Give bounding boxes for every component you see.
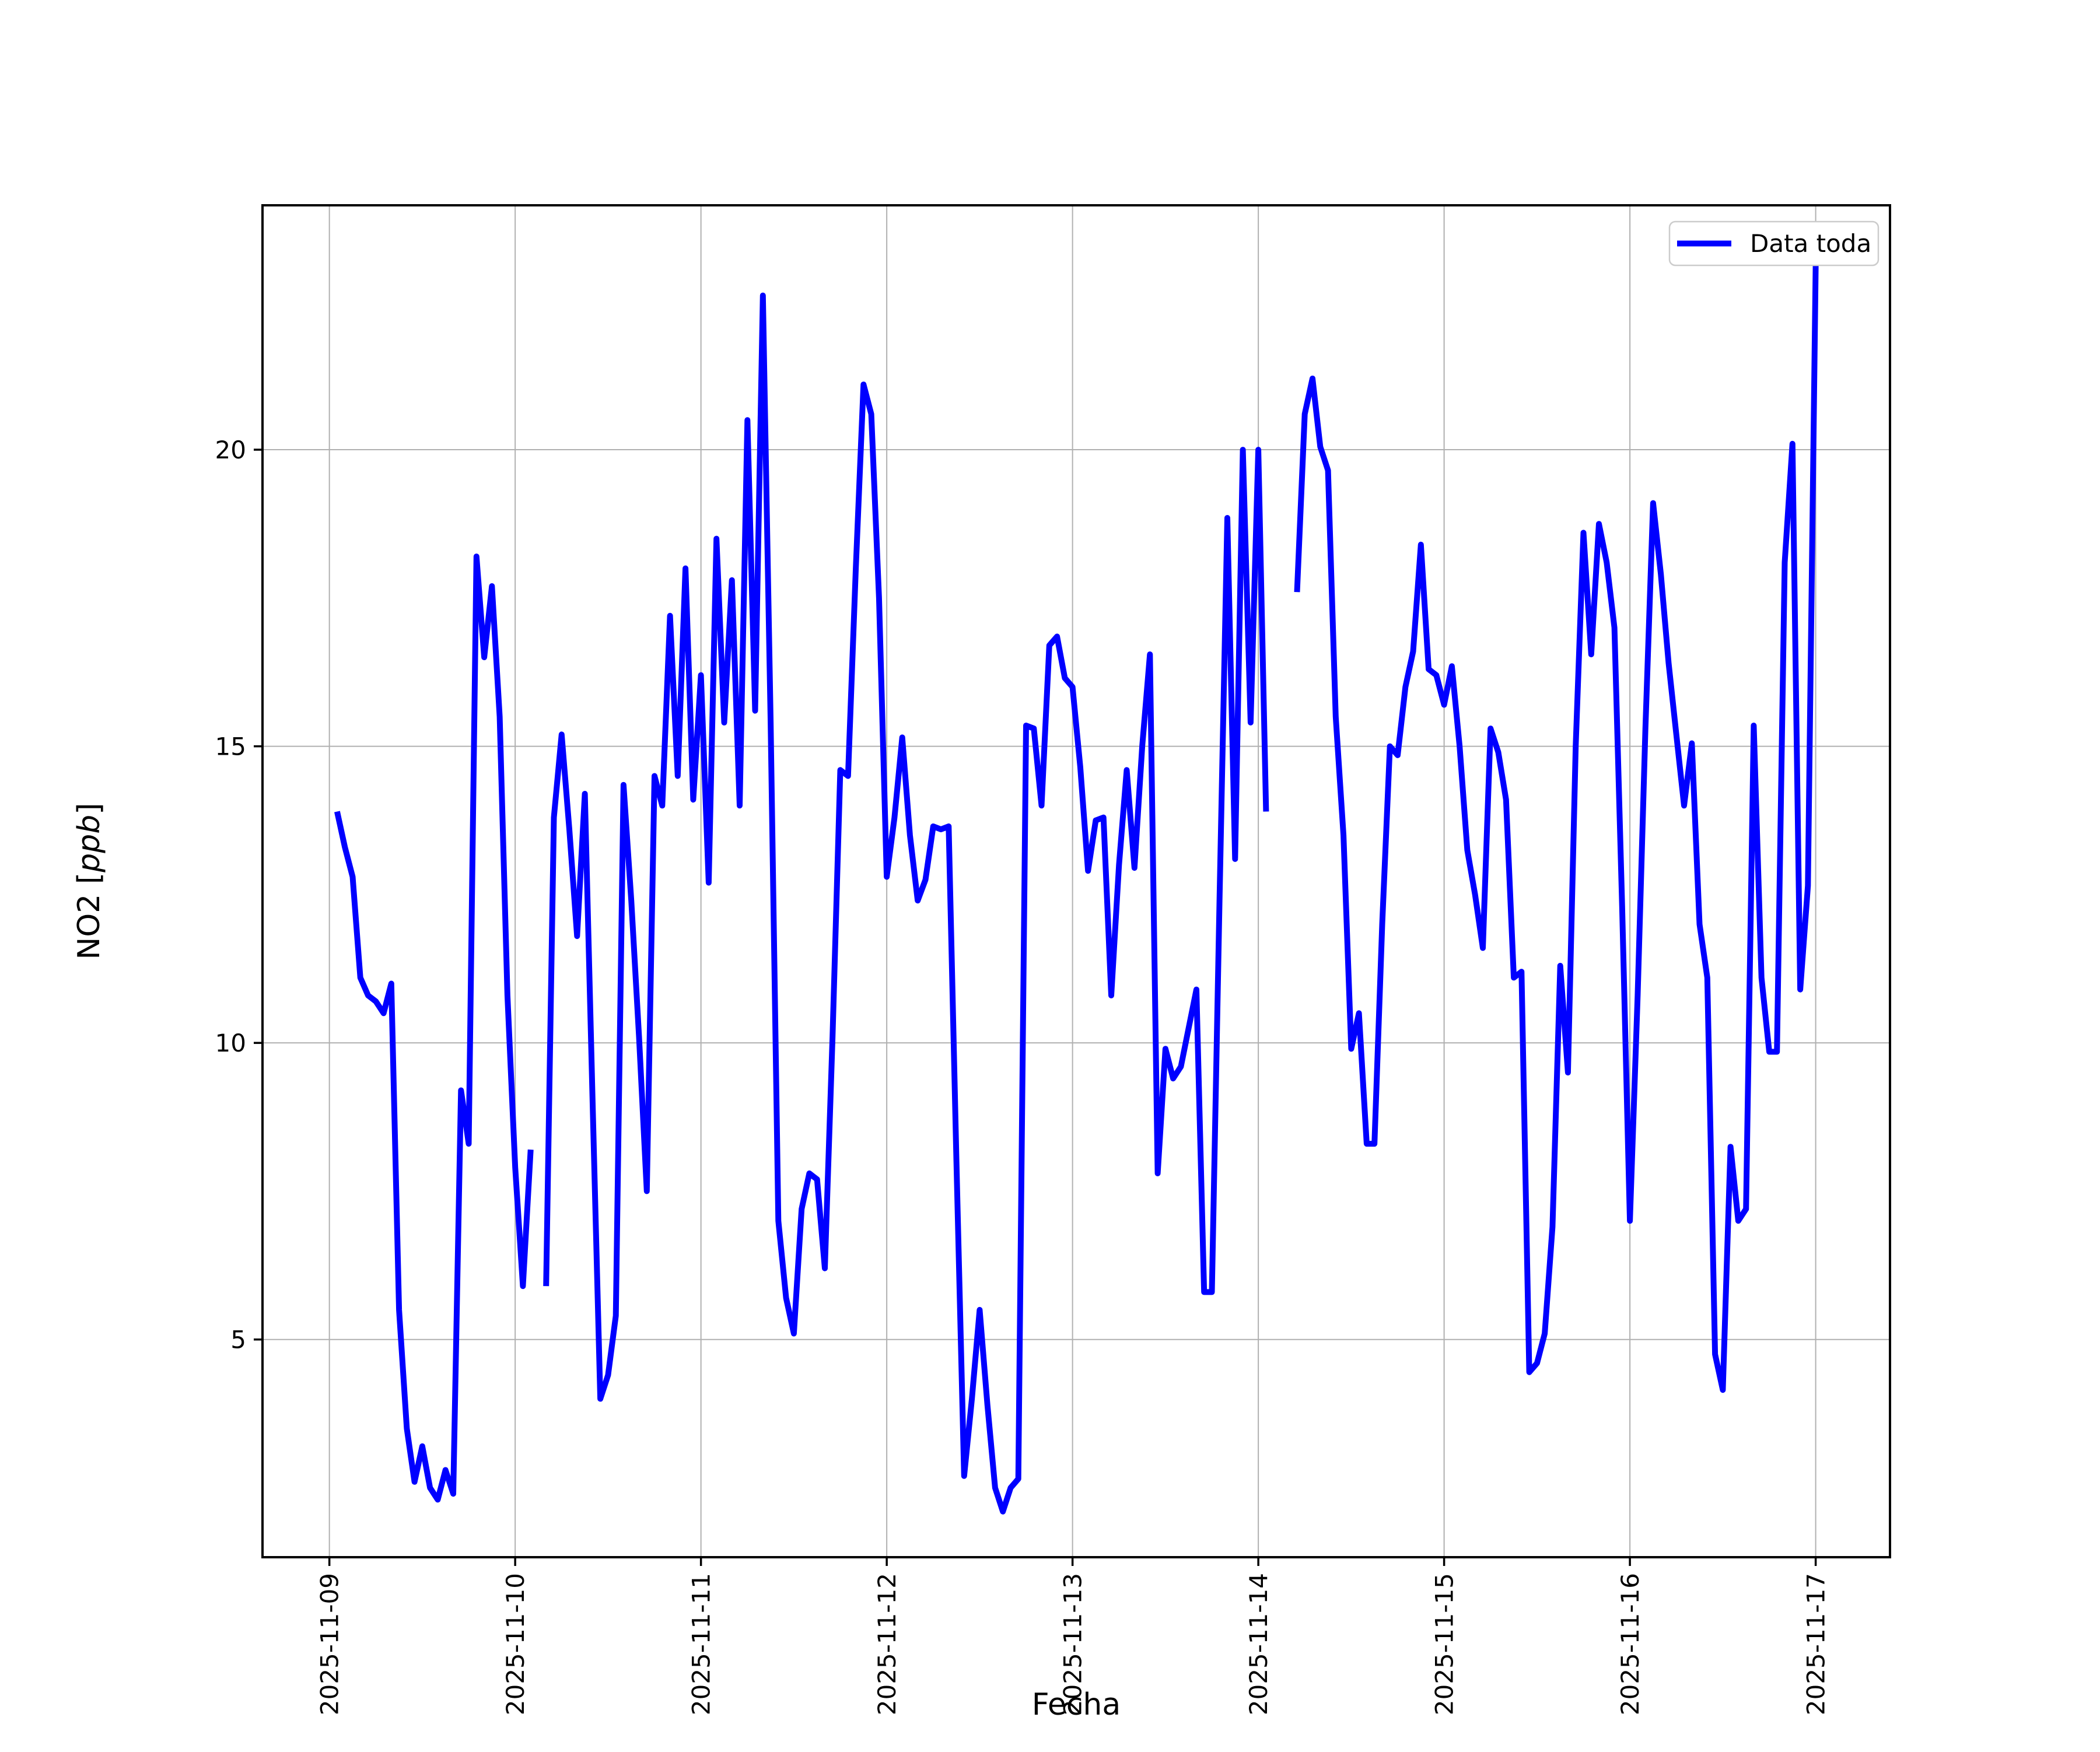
x-tick-label: 2025-11-12 [873,1573,901,1715]
y-tick-label: 15 [215,733,246,761]
grid [262,205,1890,1557]
x-tick-label: 2025-11-10 [501,1573,530,1715]
axis-ticks [254,448,1817,1566]
x-axis-label: Fecha [1032,1687,1121,1722]
x-tick-label: 2025-11-11 [687,1573,716,1715]
plot-border [261,204,1891,1558]
y-tick-label: 20 [215,436,246,464]
legend-frame [1668,220,1880,267]
tick-labels: 2025-11-09 2025-11-10 2025-11-11 2025-11-12… [215,436,1831,1715]
y-axis-label: NO2 [ppb] [72,803,107,959]
legend-label: Data toda [1750,229,1871,258]
legend: Data toda [1668,220,1880,267]
y-tick-label: 10 [215,1029,246,1057]
x-tick-label: 2025-11-17 [1802,1573,1831,1715]
x-tick-label: 2025-11-13 [1059,1573,1087,1715]
x-tick-label: 2025-11-09 [316,1573,344,1715]
x-tick-label: 2025-11-14 [1244,1573,1273,1715]
x-tick-label: 2025-11-16 [1616,1573,1644,1715]
data-series [334,265,1819,1515]
y-tick-label: 5 [230,1326,246,1354]
x-tick-label: 2025-11-15 [1430,1573,1459,1715]
series-line [334,265,1819,1515]
